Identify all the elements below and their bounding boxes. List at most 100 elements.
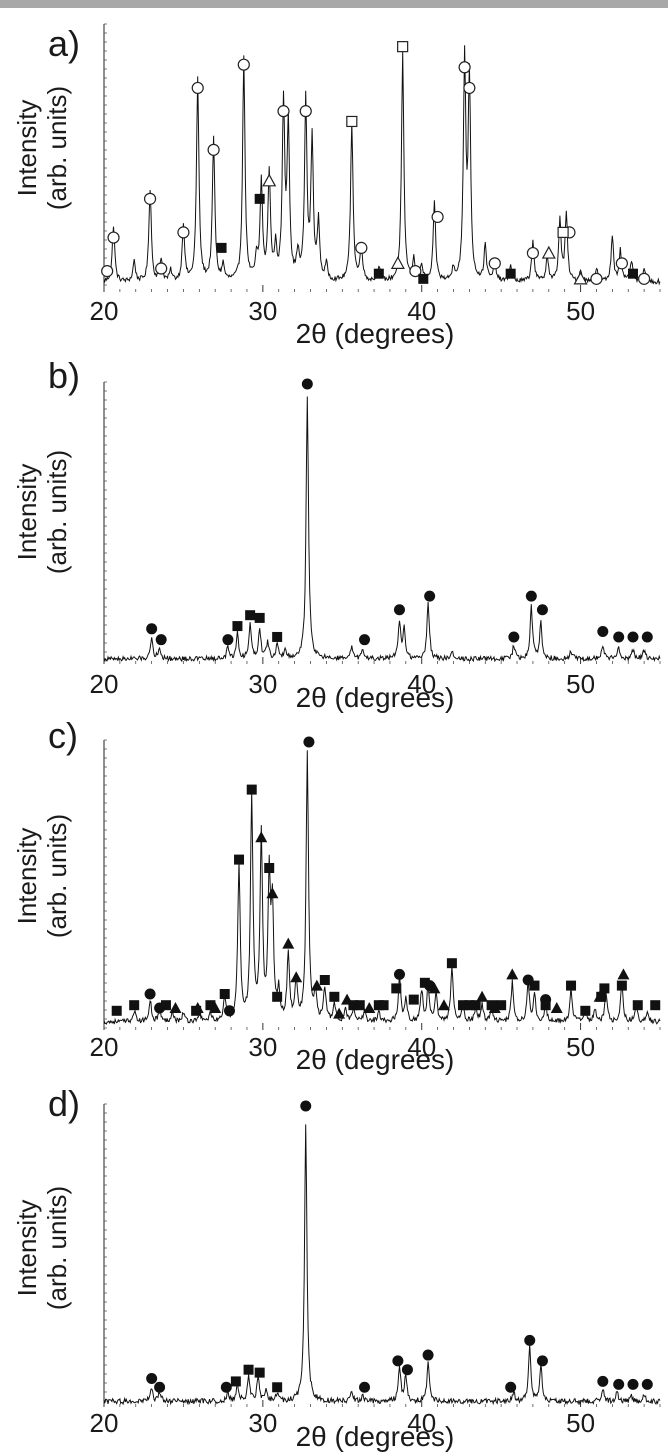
x-tick-label: 50 [566, 669, 595, 699]
filled-triangle-marker [550, 1002, 563, 1013]
filled-circle-marker [392, 1355, 404, 1367]
filled-square-marker [650, 1000, 661, 1011]
y-axis-label-line2: (arb. units) [42, 814, 72, 938]
y-axis-label-line1: Intensity [12, 100, 42, 197]
filled-circle-marker [524, 1334, 536, 1346]
filled-circle-marker [393, 968, 405, 980]
filled-circle-marker [522, 974, 534, 986]
open-triangle-marker [541, 245, 556, 259]
filled-circle-marker [424, 590, 436, 602]
y-axis-label-line1: Intensity [12, 828, 42, 925]
open-circle-marker [143, 192, 157, 205]
open-circle-marker [638, 272, 651, 285]
diffraction-pattern-line [103, 750, 661, 1025]
filled-square-marker [529, 980, 540, 991]
open-circle-marker [101, 265, 114, 278]
y-axis-label-line2: (arb. units) [42, 1186, 72, 1310]
filled-square-marker [486, 1000, 497, 1011]
filled-square-marker [254, 612, 265, 623]
filled-circle-marker [540, 994, 552, 1006]
filled-circle-marker [359, 634, 371, 646]
top-border [0, 0, 668, 8]
panel-label: b) [48, 355, 80, 396]
open-circle-marker [615, 257, 628, 270]
filled-square-marker [254, 193, 265, 204]
x-axis-title: 2θ (degrees) [296, 318, 455, 349]
filled-square-marker [219, 989, 230, 999]
open-circle-marker [191, 81, 204, 95]
filled-circle-marker [627, 631, 639, 643]
diffraction-pattern-line [103, 45, 661, 286]
filled-square-marker [272, 991, 283, 1002]
filled-circle-marker [144, 988, 156, 1000]
open-circle-marker [463, 81, 476, 95]
filled-square-marker [464, 1000, 475, 1011]
filled-triangle-marker [506, 968, 519, 980]
open-circle-marker [590, 272, 603, 285]
filled-square-marker [566, 980, 577, 991]
open-triangle-marker [390, 256, 405, 269]
filled-triangle-marker [341, 993, 354, 1005]
filled-square-marker [505, 268, 516, 279]
open-circle-marker [355, 241, 368, 254]
x-tick-label: 40 [407, 1408, 436, 1438]
filled-circle-marker [641, 631, 653, 643]
filled-square-marker [129, 1000, 140, 1011]
filled-square-marker [205, 1000, 216, 1011]
filled-square-marker [580, 1005, 591, 1016]
open-circle-marker [431, 210, 444, 224]
filled-circle-marker [525, 590, 537, 602]
filled-triangle-marker [169, 1002, 182, 1013]
filled-square-marker [391, 983, 402, 994]
filled-circle-marker [627, 1378, 639, 1390]
y-axis-label-line2: (arb. units) [42, 450, 72, 574]
filled-circle-marker [505, 1381, 517, 1393]
filled-square-marker [272, 1382, 283, 1393]
filled-square-marker [418, 273, 429, 284]
x-tick-label: 30 [248, 669, 277, 699]
open-triangle-marker [262, 173, 277, 187]
filled-square-marker [246, 784, 257, 795]
open-circle-marker [458, 61, 471, 74]
filled-square-marker [272, 631, 283, 642]
filled-triangle-marker [428, 982, 441, 994]
filled-square-marker [458, 1000, 469, 1011]
filled-square-marker [254, 1367, 265, 1378]
filled-circle-marker [597, 626, 609, 638]
x-tick-label: 20 [90, 1408, 119, 1438]
filled-triangle-marker [333, 1007, 346, 1019]
filled-circle-marker [154, 1002, 166, 1014]
filled-square-marker [419, 977, 430, 988]
x-tick-label: 20 [90, 1032, 119, 1062]
x-tick-label: 30 [248, 296, 277, 326]
y-axis-label-line2: (arb. units) [42, 86, 72, 210]
open-circle-marker [299, 105, 312, 118]
y-axis-label-line1: Intensity [12, 464, 42, 561]
filled-triangle-marker [437, 999, 450, 1011]
filled-circle-marker [613, 631, 625, 643]
x-tick-label: 20 [90, 669, 119, 699]
filled-circle-marker [300, 1100, 312, 1112]
x-axis-title: 2θ (degrees) [296, 1421, 455, 1452]
filled-circle-marker [155, 634, 167, 646]
filled-square-marker [446, 958, 457, 969]
filled-square-marker [232, 621, 243, 632]
open-circle-marker [177, 226, 190, 239]
filled-circle-marker [536, 1355, 548, 1367]
open-circle-marker [409, 265, 422, 278]
panel-label: d) [48, 1083, 80, 1124]
open-triangle-marker [573, 271, 588, 285]
filled-square-marker [470, 1000, 481, 1011]
filled-triangle-marker [282, 937, 295, 949]
filled-circle-marker [222, 634, 234, 646]
open-circle-marker [526, 246, 540, 260]
filled-square-marker [216, 242, 227, 253]
filled-triangle-marker [310, 979, 323, 991]
open-circle-marker [488, 257, 501, 270]
filled-circle-marker [220, 1381, 232, 1393]
filled-square-marker [329, 991, 340, 1002]
open-circle-marker [155, 262, 168, 275]
filled-square-marker [354, 1000, 365, 1011]
filled-square-marker [264, 863, 275, 873]
